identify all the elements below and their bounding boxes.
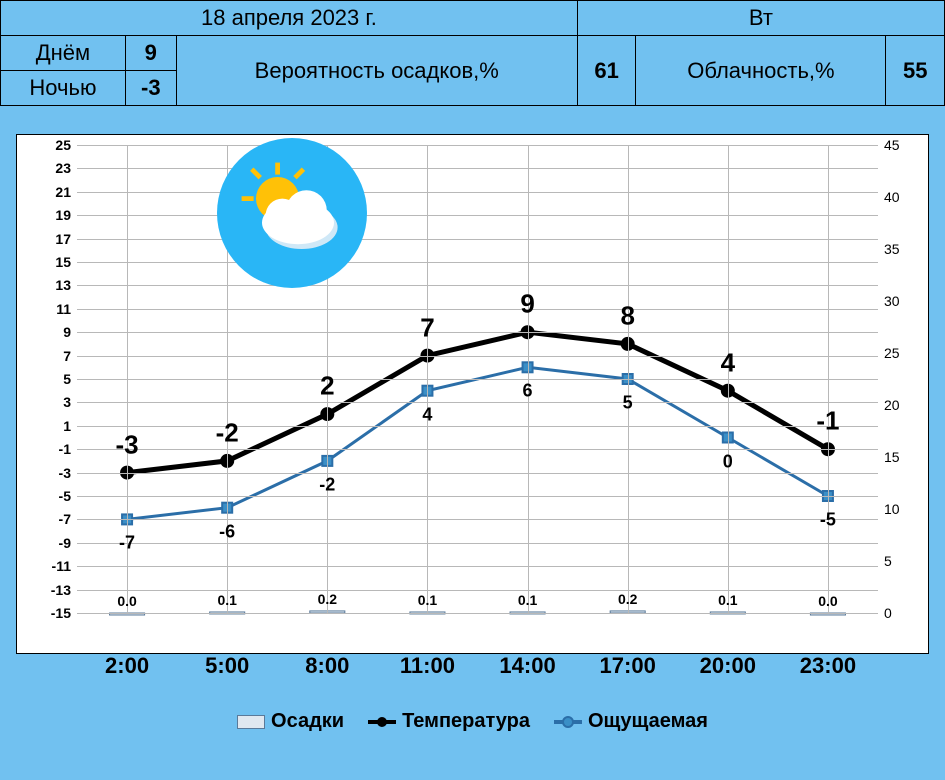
x-tick: 17:00 <box>600 653 656 679</box>
legend-feels-label: Ощущаемая <box>588 710 708 733</box>
x-tick: 14:00 <box>499 653 555 679</box>
cloud-label: Облачность,% <box>636 36 886 106</box>
day-label: Днём <box>1 36 126 71</box>
precip-prob-label: Вероятность осадков,% <box>176 36 577 106</box>
date-cell: 18 апреля 2023 г. <box>1 1 578 36</box>
legend: Осадки Температура Ощущаемая <box>0 710 945 733</box>
chart-area: -15-13-11-9-7-5-3-1135791113151719212325… <box>16 134 929 654</box>
legend-feels: Ощущаемая <box>554 710 708 733</box>
legend-temp-label: Температура <box>402 710 530 733</box>
x-tick: 11:00 <box>400 653 455 679</box>
precip-prob-value: 61 <box>577 36 635 106</box>
x-tick: 2:00 <box>105 653 149 679</box>
legend-temp: Температура <box>368 710 530 733</box>
x-tick: 5:00 <box>205 653 249 679</box>
legend-precip-label: Осадки <box>271 710 344 733</box>
night-value: -3 <box>125 71 176 106</box>
header-table: 18 апреля 2023 г. Вт Днём 9 Вероятность … <box>0 0 945 106</box>
plot-area: -15-13-11-9-7-5-3-1135791113151719212325… <box>77 145 878 613</box>
swatch-temp <box>368 720 396 724</box>
legend-precip: Осадки <box>237 710 344 733</box>
x-tick: 20:00 <box>700 653 756 679</box>
weekday-cell: Вт <box>577 1 944 36</box>
swatch-precip <box>237 715 265 729</box>
x-tick: 23:00 <box>800 653 856 679</box>
x-tick: 8:00 <box>305 653 349 679</box>
night-label: Ночью <box>1 71 126 106</box>
day-value: 9 <box>125 36 176 71</box>
cloud-value: 55 <box>886 36 945 106</box>
swatch-feels <box>554 720 582 724</box>
weather-icon <box>217 138 367 288</box>
